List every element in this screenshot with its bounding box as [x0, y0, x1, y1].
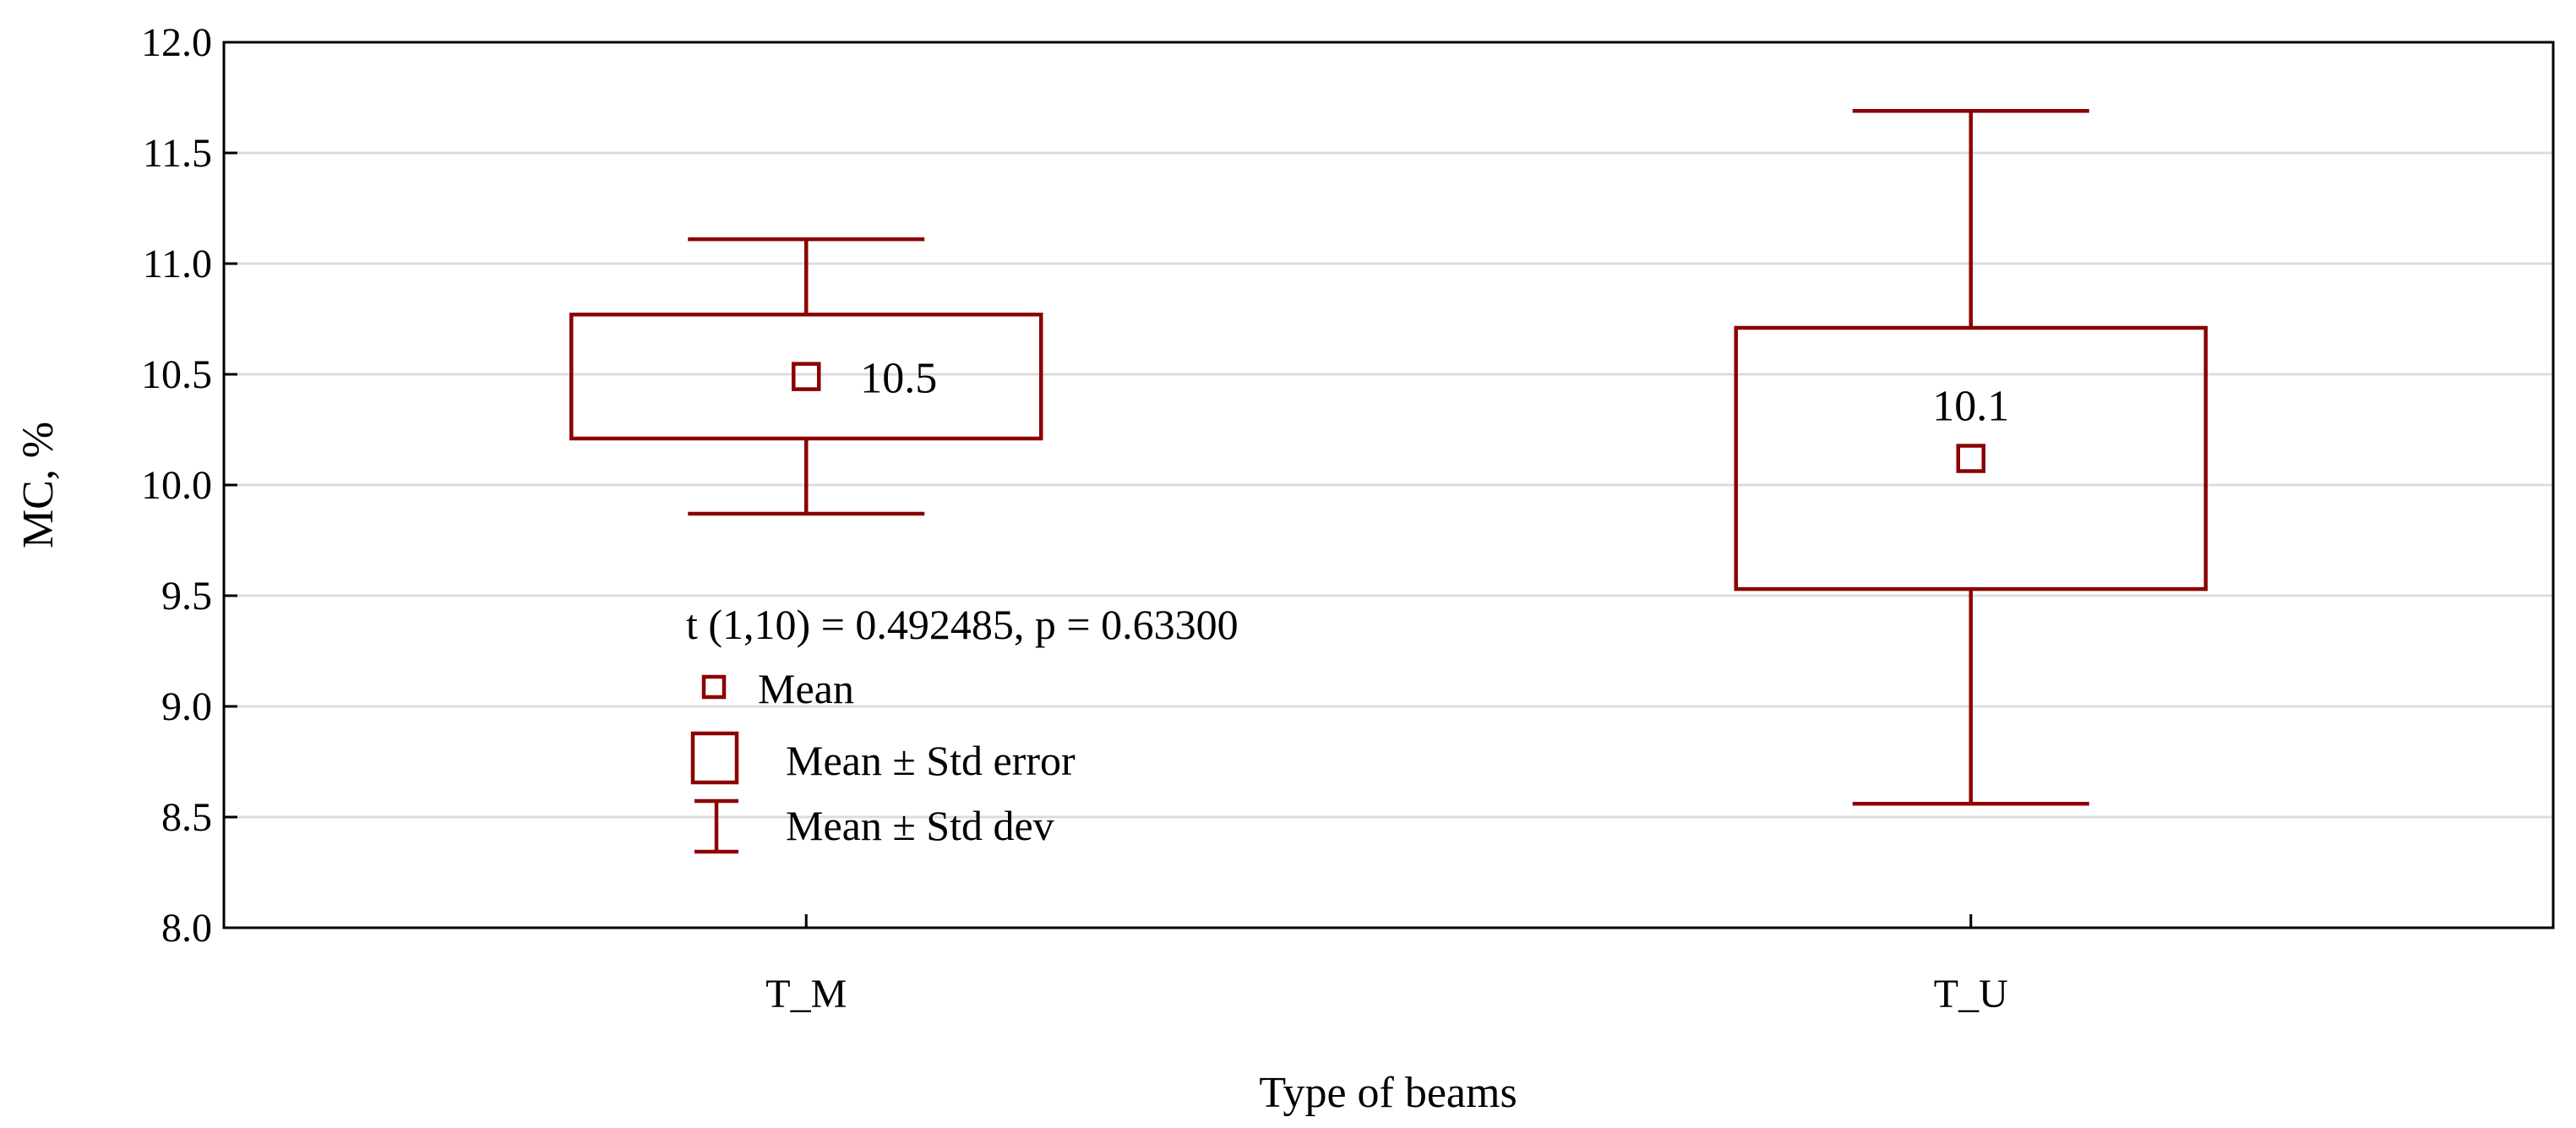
legend-std-error-box-icon — [690, 731, 739, 785]
t-test-annotation: t (1,10) = 0.492485, p = 0.63300 — [686, 601, 1239, 648]
mean-value-label: 10.1 — [1932, 383, 2009, 431]
y-axis-title: MC, % — [14, 422, 63, 548]
mean-value-label: 10.5 — [860, 355, 937, 403]
y-tick-label: 10.0 — [141, 463, 212, 508]
legend-mean-marker-icon — [701, 674, 727, 700]
x-tick-label: T_M — [765, 972, 847, 1016]
box-series: 10.5 10.1 — [569, 108, 2208, 806]
legend-std-dev-whisker-icon — [694, 798, 738, 854]
legend-item-std-error: Mean ± Std error — [786, 737, 1076, 784]
legend: Mean Mean ± Std error Mean ± Std dev — [690, 665, 1076, 854]
x-tick-label: T_U — [1934, 972, 2008, 1016]
y-tick-label: 8.0 — [161, 906, 212, 951]
mean-marker — [1956, 444, 1985, 473]
y-tick-label: 9.0 — [161, 684, 212, 729]
legend-item-mean: Mean — [758, 665, 854, 712]
legend-item-std-dev: Mean ± Std dev — [786, 802, 1054, 849]
y-tick-label: 10.5 — [141, 352, 212, 397]
y-tick-label: 12.0 — [141, 20, 212, 65]
y-axis-ticks: 8.0 8.5 9.0 9.5 10.0 10.5 11.0 11.5 12.0 — [141, 20, 237, 951]
box-group-T_M — [569, 237, 1043, 516]
y-tick-label: 11.5 — [143, 131, 212, 176]
box-group-T_U — [1734, 108, 2208, 806]
x-axis-ticks: T_M T_U — [765, 914, 2008, 1016]
mean-marker — [792, 362, 821, 391]
y-tick-label: 9.5 — [161, 574, 212, 618]
std-error-box — [569, 313, 1043, 441]
grid-lines — [224, 151, 2553, 819]
std-error-box — [1734, 325, 2208, 591]
y-tick-label: 11.0 — [143, 242, 212, 286]
x-axis-title: Type of beams — [1259, 1069, 1517, 1117]
y-tick-label: 8.5 — [161, 795, 212, 840]
